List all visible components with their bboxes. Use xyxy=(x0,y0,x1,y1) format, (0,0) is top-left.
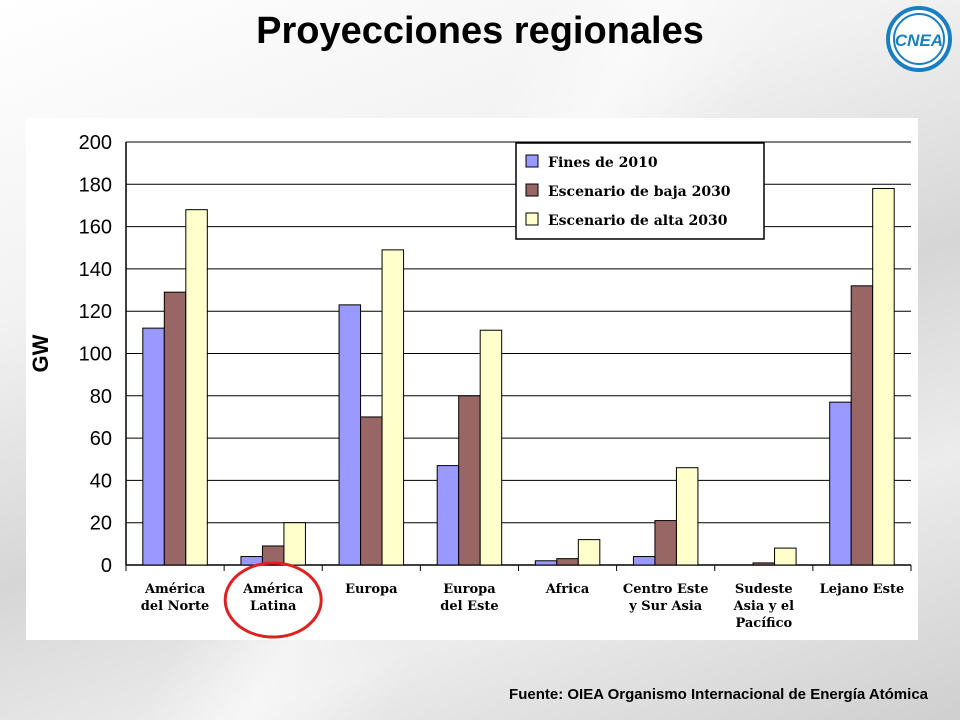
category-label: América del Norte xyxy=(141,582,210,614)
bar xyxy=(163,291,187,566)
bar xyxy=(872,188,895,566)
source-note: Fuente: OIEA Organismo Internacional de … xyxy=(509,686,928,703)
y-tick-label: 140 xyxy=(79,259,112,281)
y-tick-label: 0 xyxy=(101,555,112,577)
y-tick-label: 20 xyxy=(90,513,112,535)
bar xyxy=(534,560,558,566)
y-tick-label: 160 xyxy=(79,217,112,239)
legend-label: Escenario de alta 2030 xyxy=(548,213,728,229)
legend-box xyxy=(515,142,765,240)
chart-panel: 0 20 40 60 80 100 120 140 160 180 200 GW América del … xyxy=(26,118,918,640)
bar xyxy=(675,467,699,566)
bar xyxy=(381,249,405,566)
y-tick-label: 80 xyxy=(90,386,112,408)
bar xyxy=(185,209,208,566)
legend-swatch xyxy=(525,212,539,226)
svg-text:CNEA: CNEA xyxy=(895,31,943,50)
y-tick-label: 100 xyxy=(79,344,112,366)
bar xyxy=(436,465,460,566)
bar xyxy=(338,304,362,566)
bar xyxy=(752,562,776,566)
bar xyxy=(556,558,579,566)
y-tick-label: 200 xyxy=(79,132,112,154)
category-label: América Latina xyxy=(242,582,304,614)
highlight-circle xyxy=(223,561,323,639)
bar xyxy=(577,539,601,566)
y-axis-label: GW xyxy=(28,334,53,372)
legend-label: Escenario de baja 2030 xyxy=(548,184,731,200)
bar xyxy=(458,395,481,566)
bar xyxy=(142,327,165,566)
bar xyxy=(360,416,383,566)
bar xyxy=(283,522,306,566)
bar xyxy=(829,401,852,566)
y-tick-label: 60 xyxy=(90,428,112,450)
category-label: Lejano Este xyxy=(820,582,905,597)
category-label: Europa xyxy=(345,582,398,597)
bar xyxy=(632,556,656,566)
legend-swatch xyxy=(525,154,539,168)
bar xyxy=(774,547,797,566)
y-tick-label: 120 xyxy=(79,301,112,323)
bar xyxy=(850,285,874,566)
slide-title: Proyecciones regionales xyxy=(256,10,704,52)
cnea-logo: CNEA xyxy=(886,6,952,72)
y-tick-label: 40 xyxy=(90,470,112,492)
legend-label: Fines de 2010 xyxy=(548,155,658,171)
category-label: Centro Este y Sur Asia xyxy=(623,582,709,614)
y-tick-label: 180 xyxy=(79,174,112,196)
category-label: Europa del Este xyxy=(440,582,498,614)
bar xyxy=(479,329,503,566)
category-label: Africa xyxy=(545,582,590,597)
bar xyxy=(654,520,677,566)
legend-swatch xyxy=(525,183,539,197)
category-label: Sudeste Asia y el Pacífico xyxy=(733,582,795,631)
bar-chart: 0 20 40 60 80 100 120 140 160 180 200 GW América del … xyxy=(28,132,912,639)
